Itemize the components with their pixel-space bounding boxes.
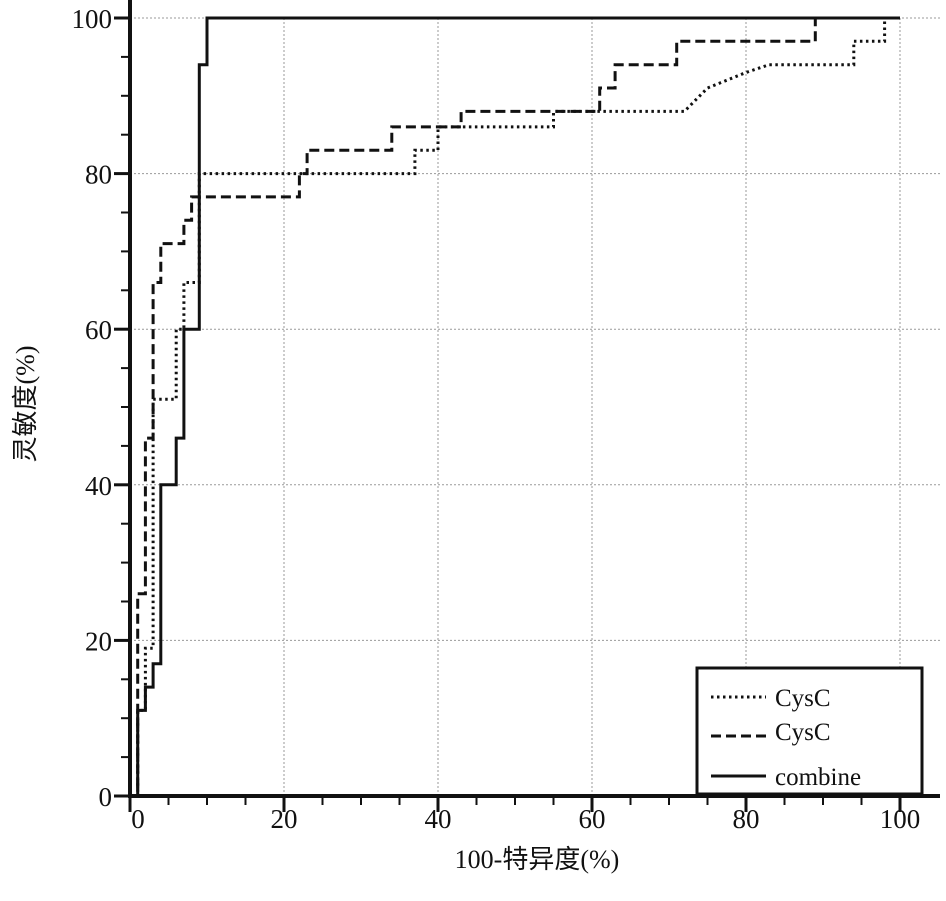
roc-curve-dotted bbox=[130, 16, 900, 798]
y-tick-label: 0 bbox=[99, 782, 113, 812]
y-axis-title: 灵敏度(%) bbox=[11, 346, 40, 463]
legend-label: CysC bbox=[775, 685, 831, 712]
roc-curve-solid bbox=[130, 16, 900, 798]
y-tick-label: 40 bbox=[85, 471, 112, 501]
y-tick-label: 60 bbox=[85, 315, 112, 345]
x-tick-labels: 0 20 40 60 80 100 bbox=[131, 804, 920, 834]
x-tick-label: 0 bbox=[131, 804, 145, 834]
x-tick-label: 60 bbox=[579, 804, 606, 834]
x-tick-label: 80 bbox=[733, 804, 760, 834]
x-axis-title: 100-特异度(%) bbox=[455, 845, 620, 874]
legend-box bbox=[695, 666, 924, 796]
roc-curve-dashed bbox=[130, 16, 900, 798]
x-tick-label: 20 bbox=[271, 804, 298, 834]
y-tick-label: 100 bbox=[72, 4, 113, 34]
x-tick-label: 40 bbox=[425, 804, 452, 834]
legend-label: CysC bbox=[775, 719, 831, 746]
axes bbox=[114, 0, 940, 812]
y-tick-label: 20 bbox=[85, 626, 112, 656]
legend: CysC CysC combine bbox=[695, 666, 924, 796]
legend-label: combine bbox=[775, 764, 861, 791]
roc-curves bbox=[130, 16, 900, 798]
y-tick-labels: 0 20 40 60 80 100 bbox=[72, 4, 113, 812]
x-tick-label: 100 bbox=[880, 804, 921, 834]
y-tick-label: 80 bbox=[85, 160, 112, 190]
